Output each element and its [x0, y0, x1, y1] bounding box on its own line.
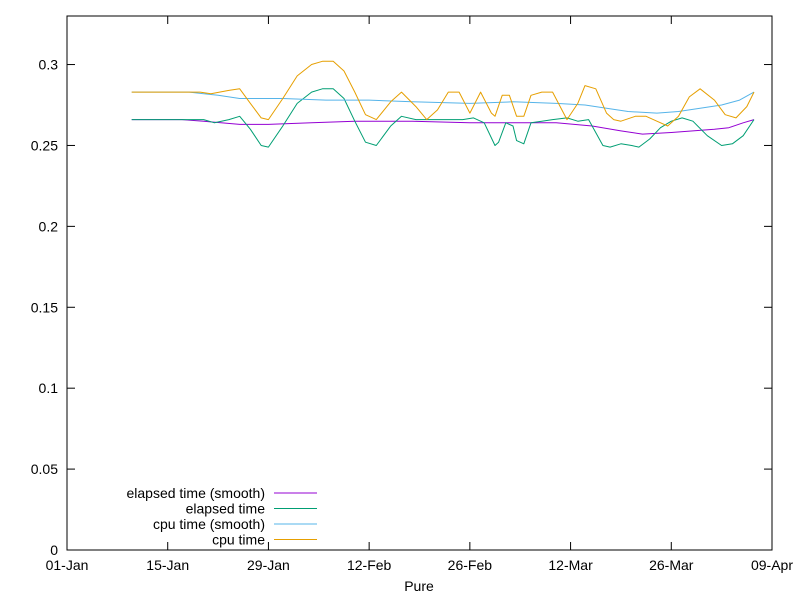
- x-tick-label: 15-Jan: [146, 557, 189, 573]
- x-tick-label: 29-Jan: [247, 557, 290, 573]
- x-axis-label: Pure: [404, 578, 434, 594]
- series-line-cpu-time: [131, 60, 755, 127]
- x-tick-label: 09-Apr: [751, 557, 793, 573]
- y-tick-label: 0: [50, 542, 58, 558]
- x-axis-ticks: 01-Jan 15-Jan 29-Jan 12-Feb 26-Feb 12-Mar 26-M…: [46, 16, 793, 573]
- y-tick-label: 0.2: [39, 218, 59, 234]
- y-tick-label: 0.3: [39, 57, 59, 73]
- x-tick-label: 12-Mar: [548, 557, 593, 573]
- y-tick-label: 0.1: [39, 380, 59, 396]
- y-axis-ticks: 0 0.05 0.1 0.15 0.2 0.25 0.3: [31, 57, 772, 558]
- y-tick-label: 0.05: [31, 461, 58, 477]
- legend-label: cpu time: [212, 532, 265, 548]
- x-tick-label: 26-Feb: [448, 557, 493, 573]
- series-line-cpu-time-smooth-: [131, 91, 755, 114]
- y-tick-label: 0.25: [31, 137, 58, 153]
- legend-label: elapsed time: [186, 501, 266, 517]
- x-tick-label: 26-Mar: [649, 557, 694, 573]
- legend-label: cpu time (smooth): [153, 516, 265, 532]
- series-line-elapsed-time-smooth-: [131, 119, 755, 135]
- x-tick-label: 12-Feb: [347, 557, 392, 573]
- x-tick-label: 01-Jan: [46, 557, 89, 573]
- series-lines: [131, 60, 755, 148]
- y-tick-label: 0.15: [31, 299, 58, 315]
- series-line-elapsed-time: [131, 88, 755, 148]
- legend-label: elapsed time (smooth): [126, 485, 265, 501]
- plot-area-frame: [66, 15, 773, 551]
